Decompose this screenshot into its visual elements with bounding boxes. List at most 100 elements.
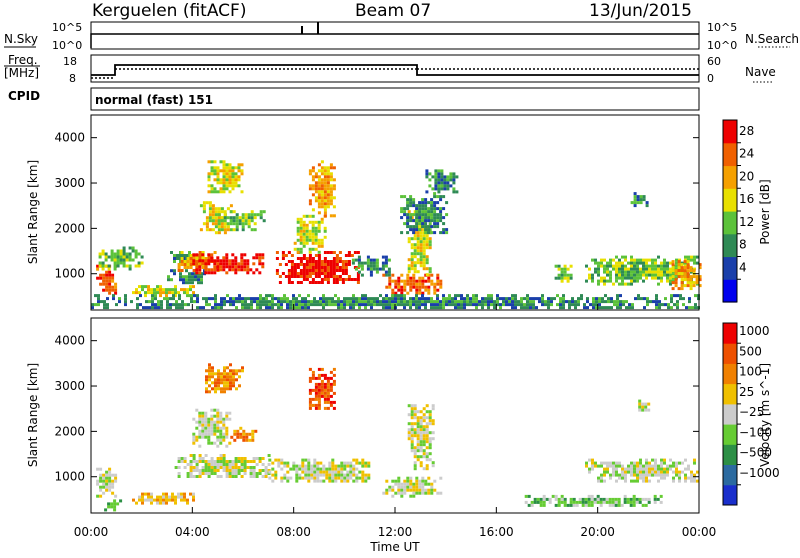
- echo-cell: [633, 479, 636, 483]
- echo-cell: [428, 422, 432, 426]
- echo-cell: [416, 428, 420, 432]
- echo-cell: [232, 219, 236, 223]
- echo-cell: [678, 461, 681, 465]
- echo-cell: [290, 272, 294, 275]
- echo-cell: [252, 472, 256, 475]
- echo-cell: [689, 278, 693, 282]
- echo-cell: [208, 216, 212, 220]
- echo-cell: [680, 272, 684, 276]
- echo-cell: [323, 406, 327, 410]
- echo-cell: [114, 288, 118, 292]
- echo-cell: [322, 303, 325, 307]
- echo-cell: [425, 243, 429, 247]
- echo-cell: [108, 273, 112, 277]
- echo-cell: [633, 464, 636, 468]
- echo-cell: [247, 219, 251, 223]
- echo-cell: [548, 500, 552, 504]
- echo-cell: [524, 500, 528, 504]
- echo-cell: [232, 297, 235, 301]
- echo-cell: [107, 502, 111, 506]
- echo-cell: [192, 259, 196, 263]
- echo-cell: [577, 297, 580, 301]
- echo-region: [132, 492, 195, 505]
- echo-cell: [618, 270, 621, 274]
- echo-cell: [314, 172, 318, 176]
- echo-cell: [307, 300, 310, 304]
- echo-cell: [311, 187, 315, 191]
- echo-cell: [179, 251, 182, 254]
- echo-cell: [259, 213, 263, 217]
- echo-cell: [332, 187, 336, 191]
- echo-cell: [413, 267, 417, 271]
- echo-cell: [419, 455, 423, 459]
- echo-cell: [185, 257, 188, 260]
- echo-cell: [557, 497, 561, 501]
- echo-cell: [280, 297, 283, 301]
- echo-cell: [407, 258, 411, 262]
- echo-cell: [204, 414, 208, 418]
- echo-cell: [416, 246, 420, 250]
- echo-cell: [588, 273, 591, 277]
- echo-cell: [613, 303, 616, 307]
- echo-cell: [311, 193, 315, 197]
- echo-cell: [142, 306, 145, 310]
- echo-cell: [639, 458, 642, 462]
- echo-cell: [317, 250, 321, 254]
- echo-cell: [314, 260, 318, 263]
- echo-cell: [678, 470, 681, 474]
- echo-cell: [317, 238, 321, 242]
- echo-cell: [623, 497, 627, 501]
- echo-cell: [308, 187, 312, 191]
- echo-cell: [196, 300, 199, 304]
- echo-cell: [603, 264, 606, 268]
- echo-cell: [341, 269, 345, 272]
- echo-cell: [196, 297, 199, 301]
- echo-cell: [690, 470, 693, 474]
- echo-cell: [192, 438, 196, 442]
- colorbar-swatch: [723, 424, 737, 445]
- echo-cell: [412, 485, 416, 489]
- echo-cell: [413, 237, 417, 241]
- echo-cell: [172, 294, 175, 298]
- echo-cell: [228, 460, 232, 463]
- echo-cell: [302, 220, 306, 224]
- echo-cell: [201, 414, 205, 418]
- echo-cell: [382, 273, 386, 277]
- echo-cell: [606, 273, 609, 277]
- echo-cell: [372, 261, 376, 265]
- echo-cell: [188, 278, 191, 282]
- echo-cell: [175, 300, 178, 304]
- echo-cell: [394, 294, 397, 298]
- echo-cell: [214, 384, 217, 388]
- echo-cell: [677, 287, 681, 291]
- echo-cell: [320, 187, 324, 191]
- echo-cell: [590, 500, 594, 504]
- echo-cell: [231, 262, 235, 266]
- echo-cell: [529, 300, 532, 304]
- echo-cell: [424, 207, 428, 211]
- echo-cell: [660, 273, 663, 277]
- echo-cell: [436, 201, 440, 205]
- echo-cell: [651, 273, 654, 277]
- echo-cell: [171, 498, 174, 502]
- echo-cell: [418, 222, 422, 226]
- echo-cell: [298, 294, 301, 298]
- echo-cell: [305, 232, 309, 236]
- echo-cell: [293, 247, 297, 251]
- echo-cell: [240, 265, 244, 269]
- echo-cell: [560, 276, 564, 280]
- echo-cell: [198, 454, 202, 457]
- echo-cell: [434, 187, 438, 191]
- echo-cell: [338, 278, 342, 281]
- echo-cell: [201, 429, 205, 433]
- echo-cell: [410, 216, 414, 220]
- echo-cell: [316, 473, 320, 477]
- echo-cell: [316, 300, 319, 304]
- echo-cell: [413, 428, 417, 432]
- echo-cell: [373, 300, 376, 304]
- echo-cell: [648, 264, 651, 268]
- echo-cell: [278, 263, 282, 266]
- echo-cell: [626, 497, 630, 501]
- echo-cell: [433, 201, 437, 205]
